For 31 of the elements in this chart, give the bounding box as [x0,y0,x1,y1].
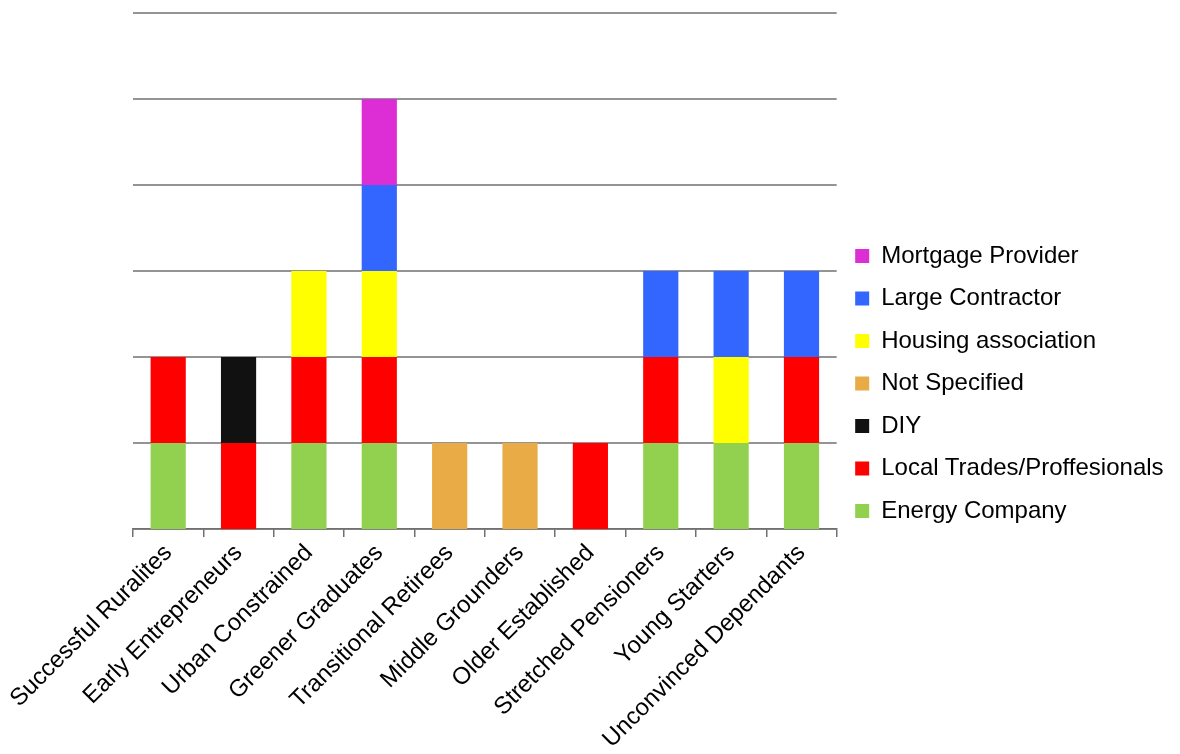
bar [361,99,397,185]
bar [361,443,397,529]
bar [643,357,679,443]
bar [150,357,186,443]
legend-label: Local Trades/Proffesionals [881,453,1164,481]
legend-label: Housing association [881,325,1096,353]
bar [643,271,679,357]
legend-label: Not Specified [881,368,1024,396]
bar [572,443,608,529]
legend-label: DIY [881,410,922,438]
bar [291,443,327,529]
bar [783,271,820,357]
legend-label: Mortgage Provider [881,240,1079,268]
bar [713,357,749,443]
bar [361,185,397,271]
legend-label: Energy Company [881,495,1067,523]
bar [713,443,749,529]
bar [783,357,820,443]
bar [361,271,397,357]
bar [713,271,749,357]
legend-label: Large Contractor [881,283,1062,311]
bar [432,443,468,529]
bar [291,271,327,357]
bar [150,443,186,529]
bar [220,357,257,443]
bar [643,443,679,529]
bar [783,443,820,529]
bar [291,357,327,443]
bar [220,443,257,529]
bar [361,357,397,443]
bar [502,443,538,529]
